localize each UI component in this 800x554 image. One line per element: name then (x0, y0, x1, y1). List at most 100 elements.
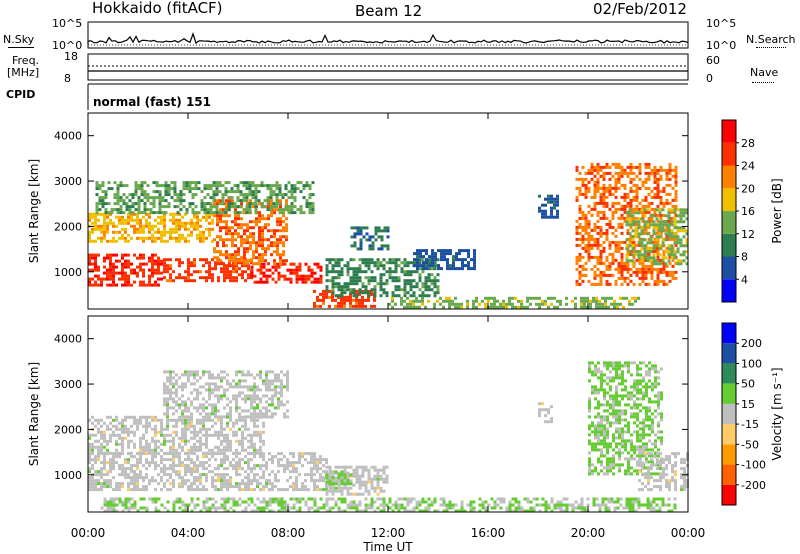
y-tick-label: 3000 (54, 175, 82, 188)
cpid-panel: normal (fast) 151 (87, 83, 688, 110)
date-title: 02/Feb/2012 (593, 0, 687, 18)
colorbar-segment (722, 165, 736, 189)
range-time-feature (413, 249, 476, 271)
colorbar-segment (722, 464, 736, 485)
colorbar-tick-label: -15 (741, 418, 759, 431)
y-tick-label: 2000 (54, 220, 82, 233)
freq-unit: [MHz] (7, 66, 40, 79)
x-tick-label: 04:00 (171, 526, 206, 540)
noise-tick-top-right: 10^5 (706, 17, 736, 30)
freq-panel-frame (87, 53, 689, 81)
x-axis-ticks: 00:00 04:00 08:00 12:00 16:00 20:00 00:00 (71, 113, 706, 540)
colorbar-tick-label: -50 (741, 438, 759, 451)
x-axis-label: Time UT (362, 540, 413, 554)
noise-panel: 10^5 10^0 10^5 10^0 (52, 17, 736, 52)
range-time-feature (250, 262, 323, 284)
nave-label: Nave (750, 66, 779, 79)
colorbar-segment (722, 142, 736, 166)
range-time-feature (163, 258, 253, 283)
freq-tick-top: 18 (64, 50, 78, 63)
nsearch-label: N.Search (746, 33, 796, 46)
nsky-label: N.Sky (3, 33, 35, 46)
x-tick-label: 08:00 (271, 526, 306, 540)
range-time-feature (538, 402, 553, 424)
colorbar-segment (722, 383, 736, 404)
colorbar-tick-label: 100 (741, 357, 762, 370)
noise-tick-bottom-left: 10^0 (52, 39, 82, 52)
colorbar-tick-label: 15 (741, 398, 755, 411)
cpid-value: normal (fast) 151 (93, 95, 211, 109)
x-tick-label: 00:00 (71, 526, 106, 540)
range-time-feature (88, 415, 265, 455)
power-ylabel: Slant Range [km] (27, 159, 41, 263)
range-time-feature (100, 497, 677, 513)
nave-tick-bottom: 0 (706, 72, 713, 85)
nave-tick-top: 60 (706, 54, 720, 67)
velocity-panel: 1000 2000 3000 4000 Slant Range [km] (27, 315, 689, 513)
y-tick-label: 1000 (54, 266, 82, 279)
velocity-colorbar-label: Velocity [m s⁻¹] (770, 367, 784, 460)
freq-tick-bottom: 8 (64, 72, 71, 85)
noise-tick-bottom-right: 10^0 (706, 39, 736, 52)
colorbar-segment (722, 323, 736, 344)
freq-panel: 18 8 60 0 (64, 50, 720, 85)
y-tick-label: 4000 (54, 333, 82, 346)
power-colorbar-label: Power [dB] (770, 178, 784, 243)
colorbar-tick-label: -100 (741, 459, 766, 472)
velocity-colorbar: 200 100 50 15 -15 -50 -100 -200 (721, 322, 766, 506)
nsearch-legend-line (756, 47, 786, 48)
colorbar-segment (722, 279, 736, 303)
colorbar-segment (722, 343, 736, 364)
y-tick-label: 3000 (54, 378, 82, 391)
colorbar-tick-label: 12 (741, 228, 755, 241)
range-time-feature (325, 470, 353, 486)
range-time-feature (350, 226, 390, 251)
x-tick-label: 12:00 (371, 526, 406, 540)
noise-tick-top-left: 10^5 (52, 17, 82, 30)
colorbar-segment (722, 424, 736, 445)
colorbar-tick-label: -200 (741, 479, 766, 492)
range-time-feature (325, 258, 440, 298)
noise-panel-frame (87, 21, 689, 49)
nsky-legend-line (8, 47, 34, 48)
y-tick-label: 1000 (54, 469, 82, 482)
colorbar-tick-label: 20 (741, 182, 755, 195)
velocity-y-ticks: 1000 2000 3000 4000 (54, 333, 688, 482)
station-title: Hokkaido (fitACF) (92, 0, 223, 17)
colorbar-tick-label: 200 (741, 337, 762, 350)
x-tick-label: 00:00 (671, 526, 706, 540)
nave-legend-line (752, 82, 774, 83)
range-time-feature (88, 253, 163, 287)
cpid-label: CPID (6, 88, 36, 101)
colorbar-segment (722, 211, 736, 234)
range-time-feature (638, 452, 689, 492)
range-time-feature (575, 162, 678, 286)
colorbar-segment (722, 233, 736, 257)
nsky-trace (87, 32, 689, 44)
colorbar-segment (722, 403, 736, 425)
velocity-ylabel: Slant Range [km] (27, 362, 41, 466)
colorbar-segment (722, 484, 736, 505)
range-time-feature (88, 452, 328, 492)
power-data (88, 162, 689, 309)
colorbar-frame (721, 322, 737, 506)
colorbar-segment (722, 256, 736, 280)
colorbar-segment (722, 188, 736, 212)
colorbar-segment (722, 363, 736, 384)
power-y-ticks: 1000 2000 3000 4000 (54, 130, 688, 279)
colorbar-tick-label: 16 (741, 205, 755, 218)
x-tick-label: 20:00 (571, 526, 606, 540)
colorbar-tick-label: 24 (741, 160, 755, 173)
colorbar-segment (722, 120, 736, 143)
colorbar-tick-label: 8 (741, 251, 748, 264)
range-time-feature (95, 181, 315, 215)
power-panel: 1000 2000 3000 4000 Slant Range [km] (27, 112, 689, 310)
range-time-feature (538, 194, 559, 219)
range-time-feature (388, 296, 640, 309)
velocity-data (88, 361, 689, 513)
beam-title: Beam 12 (355, 2, 423, 20)
colorbar-tick-label: 4 (741, 273, 748, 286)
range-time-feature (588, 361, 663, 476)
x-tick-label: 16:00 (471, 526, 506, 540)
